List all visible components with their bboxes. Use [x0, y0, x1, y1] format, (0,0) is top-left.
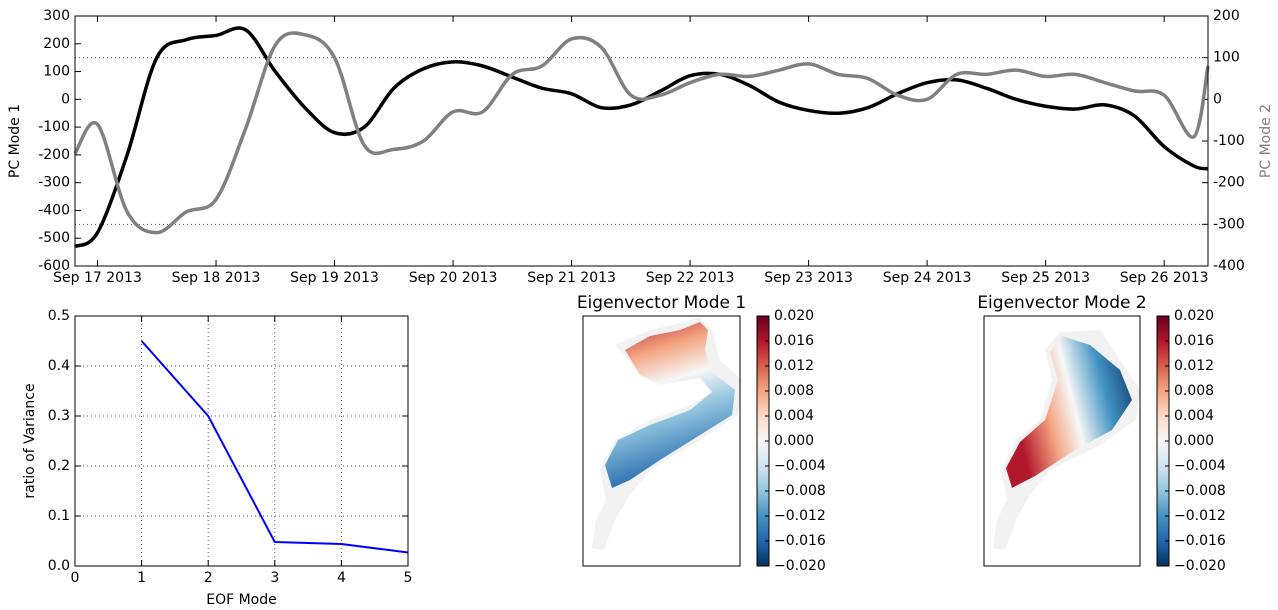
- x-tick-label: Sep 19 2013: [290, 270, 379, 286]
- colorbar-tick-label: 0.016: [774, 333, 814, 349]
- colorbar-tick-label: 0.008: [1174, 383, 1214, 399]
- colorbar-tick-label: 0.020: [774, 308, 814, 324]
- y-tick-label: 0.3: [48, 408, 70, 424]
- colorbar-tick-label: 0.008: [774, 383, 814, 399]
- y2-tick-label: -100: [1213, 133, 1245, 149]
- y-tick-label: -500: [38, 230, 70, 246]
- x-tick-label: 1: [137, 570, 146, 586]
- y-tick-label: 0.4: [48, 358, 70, 374]
- colorbar-tick-label: 0.000: [774, 433, 814, 449]
- y-tick-label: 0.0: [48, 558, 70, 574]
- colorbar-tick-label: −0.020: [1174, 558, 1226, 574]
- y2-axis-label: PC Mode 2: [1258, 104, 1274, 178]
- colorbar-tick-label: 0.016: [1174, 333, 1214, 349]
- x-tick-label: 0: [71, 570, 80, 586]
- y2-tick-label: -200: [1213, 175, 1245, 191]
- plot-frame: [74, 15, 1209, 267]
- x-tick-label: Sep 17 2013: [53, 270, 142, 286]
- y-tick-label: 0.2: [48, 458, 70, 474]
- colorbar-tick-label: 0.012: [774, 358, 814, 374]
- map-title: Eigenvector Mode 2: [977, 293, 1146, 313]
- y-tick-label: -100: [38, 119, 70, 135]
- y-tick-label: 0: [61, 91, 70, 107]
- y-tick-label: 0.5: [48, 308, 70, 324]
- colorbar-tick-label: −0.004: [774, 458, 826, 474]
- x-tick-label: Sep 18 2013: [172, 270, 261, 286]
- colorbar-tick-label: 0.020: [1174, 308, 1214, 324]
- y-axis-label: ratio of Variance: [22, 383, 38, 498]
- series-line: [140, 340, 409, 554]
- colorbar-tick-label: 0.004: [774, 408, 814, 424]
- colorbar-tick-label: −0.016: [1174, 533, 1226, 549]
- x-tick-label: 5: [404, 570, 413, 586]
- colorbar-tick-label: −0.008: [1174, 483, 1226, 499]
- colorbar-tick-label: −0.008: [774, 483, 826, 499]
- y2-tick-label: 0: [1213, 91, 1222, 107]
- x-axis-label: EOF Mode: [206, 592, 277, 608]
- colorbar-tick-label: 0.012: [1174, 358, 1214, 374]
- map-frame: [582, 315, 741, 567]
- x-tick-label: Sep 24 2013: [883, 270, 972, 286]
- colorbar-tick-label: −0.020: [774, 558, 826, 574]
- x-tick-label: Sep 20 2013: [409, 270, 498, 286]
- colorbar-tick-label: −0.004: [1174, 458, 1226, 474]
- colorbar-tick-label: −0.016: [774, 533, 826, 549]
- x-tick-label: 3: [270, 570, 279, 586]
- y-tick-label: 100: [43, 64, 70, 80]
- colorbar-tick-label: −0.012: [1174, 508, 1226, 524]
- series-line: [74, 26, 1209, 249]
- plot-frame: [74, 315, 409, 567]
- x-tick-label: Sep 21 2013: [527, 270, 616, 286]
- y-tick-label: 0.1: [48, 508, 70, 524]
- y2-tick-label: -400: [1213, 258, 1245, 274]
- y-tick-label: -200: [38, 147, 70, 163]
- x-tick-label: Sep 25 2013: [1001, 270, 1090, 286]
- y2-tick-label: -300: [1213, 216, 1245, 232]
- x-tick-label: 4: [337, 570, 346, 586]
- y2-tick-label: 200: [1213, 8, 1240, 24]
- y-tick-label: -300: [38, 175, 70, 191]
- map-1-shape: [592, 318, 742, 550]
- map-frame: [983, 315, 1141, 567]
- y-tick-label: 300: [43, 8, 70, 24]
- map-title: Eigenvector Mode 1: [577, 293, 746, 313]
- x-tick-label: Sep 26 2013: [1120, 270, 1209, 286]
- y-tick-label: 200: [43, 36, 70, 52]
- x-tick-label: Sep 23 2013: [764, 270, 853, 286]
- colorbar-tick-label: 0.000: [1174, 433, 1214, 449]
- y-tick-label: -600: [38, 258, 70, 274]
- series-line: [73, 31, 1210, 235]
- colorbar-tick-label: −0.012: [774, 508, 826, 524]
- y-axis-label: PC Mode 1: [7, 104, 23, 178]
- y-tick-label: -400: [38, 202, 70, 218]
- x-tick-label: 2: [204, 570, 213, 586]
- x-tick-label: Sep 22 2013: [646, 270, 735, 286]
- map-2-shape: [993, 330, 1140, 550]
- colorbar-tick-label: 0.004: [1174, 408, 1214, 424]
- y2-tick-label: 100: [1213, 50, 1240, 66]
